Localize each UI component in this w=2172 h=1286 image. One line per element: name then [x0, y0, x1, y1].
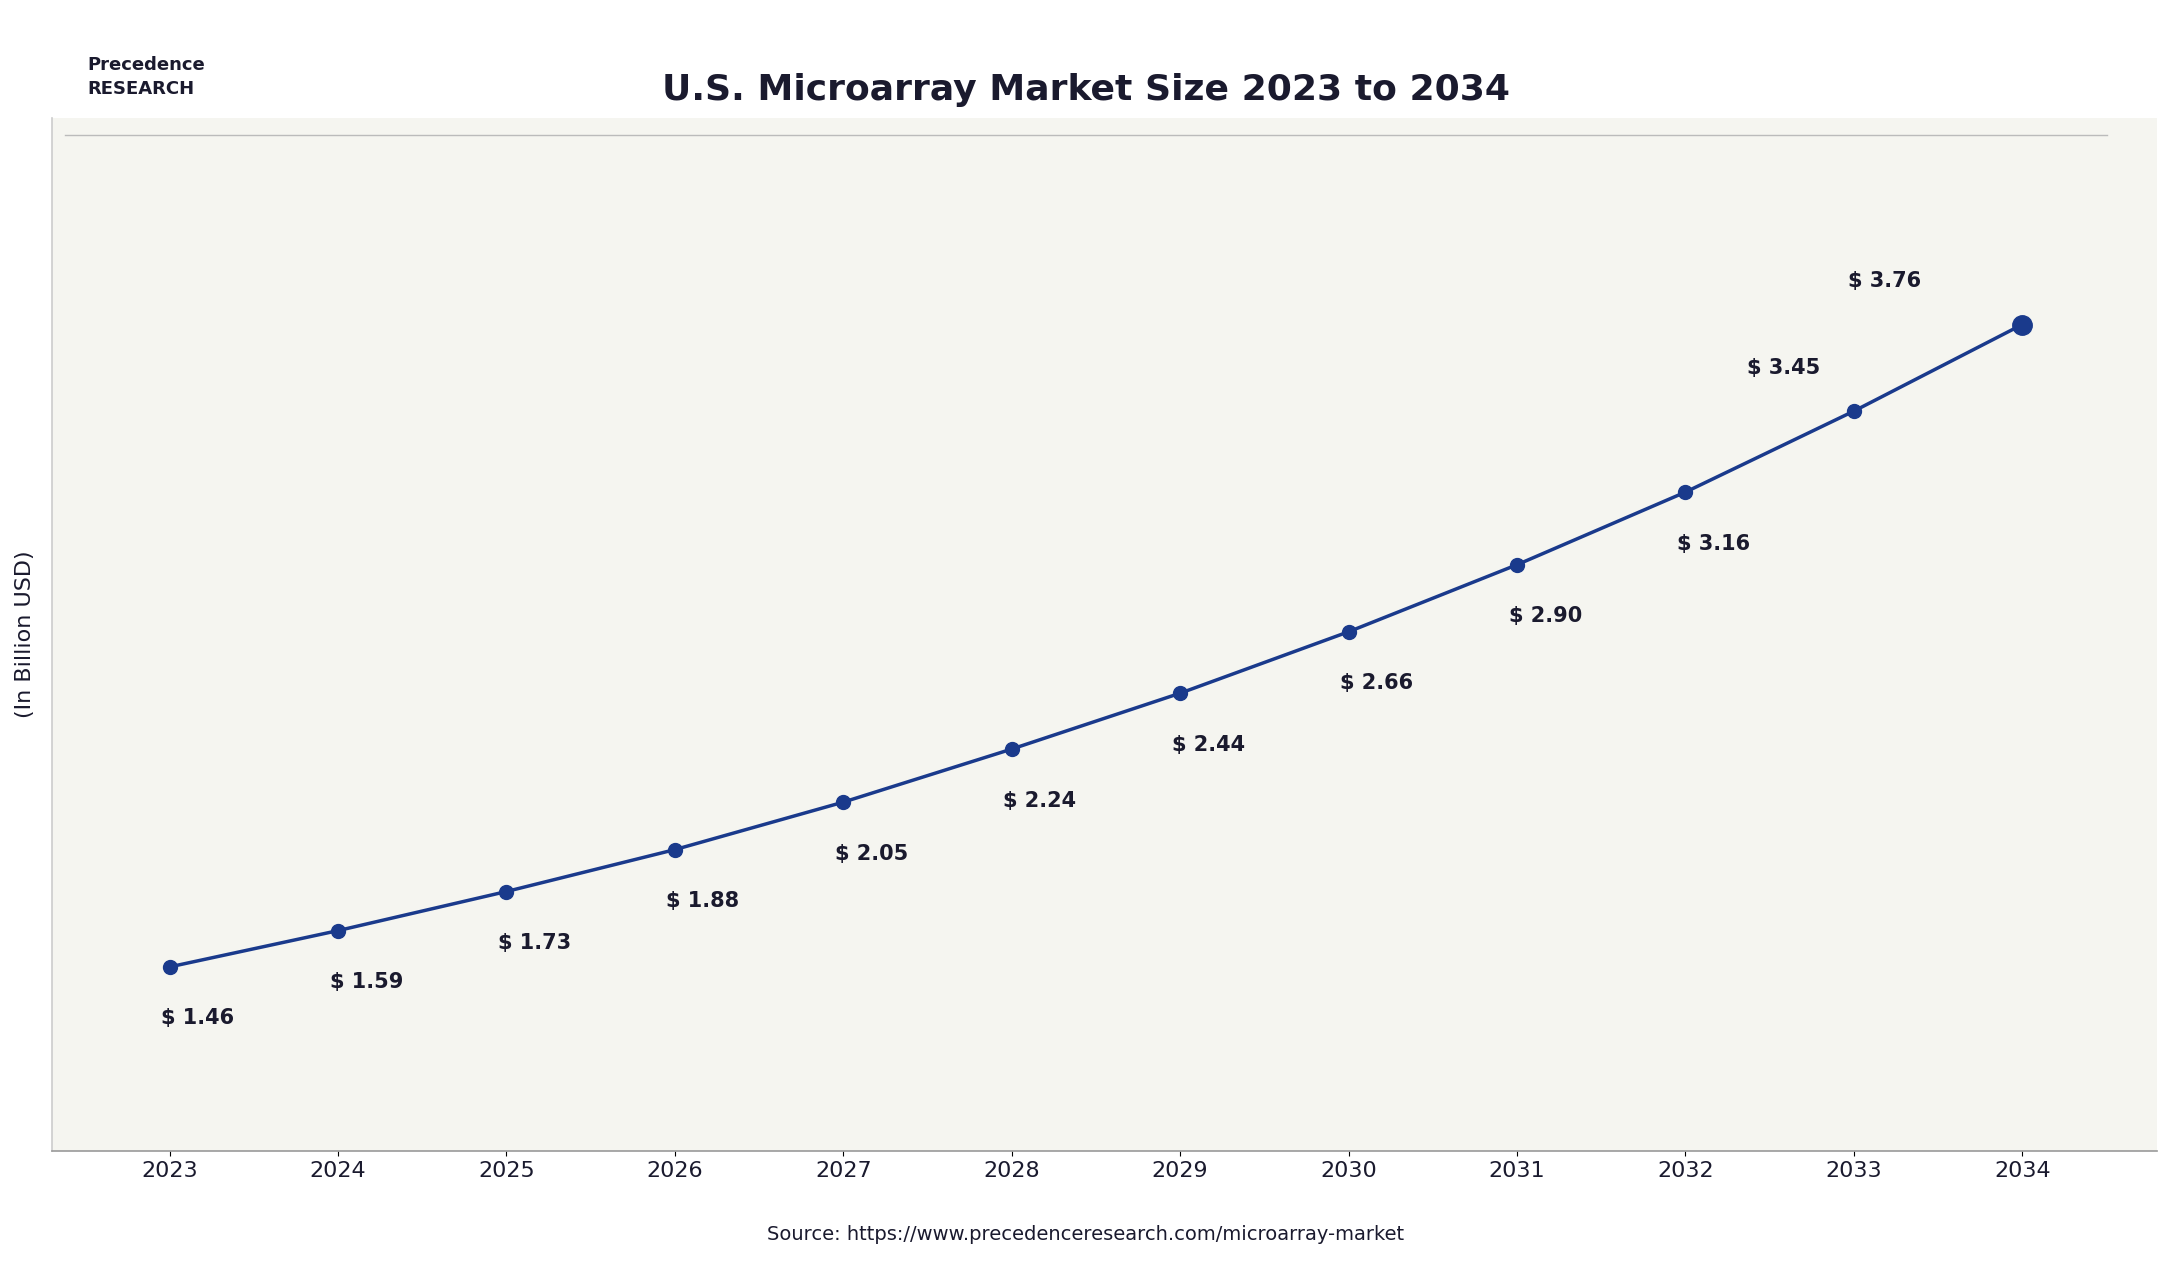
Text: $ 1.88: $ 1.88	[667, 891, 738, 910]
Y-axis label: (In Billion USD): (In Billion USD)	[15, 550, 35, 719]
Text: Source: https://www.precedenceresearch.com/microarray-market: Source: https://www.precedenceresearch.c…	[767, 1226, 1405, 1244]
Text: $ 2.44: $ 2.44	[1171, 734, 1245, 755]
Text: $ 2.66: $ 2.66	[1340, 673, 1414, 693]
Text: $ 1.59: $ 1.59	[330, 972, 404, 992]
Text: $ 3.16: $ 3.16	[1677, 534, 1751, 553]
Text: $ 3.45: $ 3.45	[1746, 358, 1820, 378]
Text: $ 2.90: $ 2.90	[1510, 606, 1581, 626]
Text: U.S. Microarray Market Size 2023 to 2034: U.S. Microarray Market Size 2023 to 2034	[662, 73, 1510, 107]
Text: Precedence
RESEARCH: Precedence RESEARCH	[87, 57, 204, 98]
Text: $ 1.46: $ 1.46	[161, 1008, 235, 1029]
Text: $ 1.73: $ 1.73	[497, 932, 571, 953]
Text: $ 2.24: $ 2.24	[1003, 791, 1077, 810]
Text: $ 3.76: $ 3.76	[1848, 271, 1922, 291]
Text: $ 2.05: $ 2.05	[834, 844, 908, 864]
